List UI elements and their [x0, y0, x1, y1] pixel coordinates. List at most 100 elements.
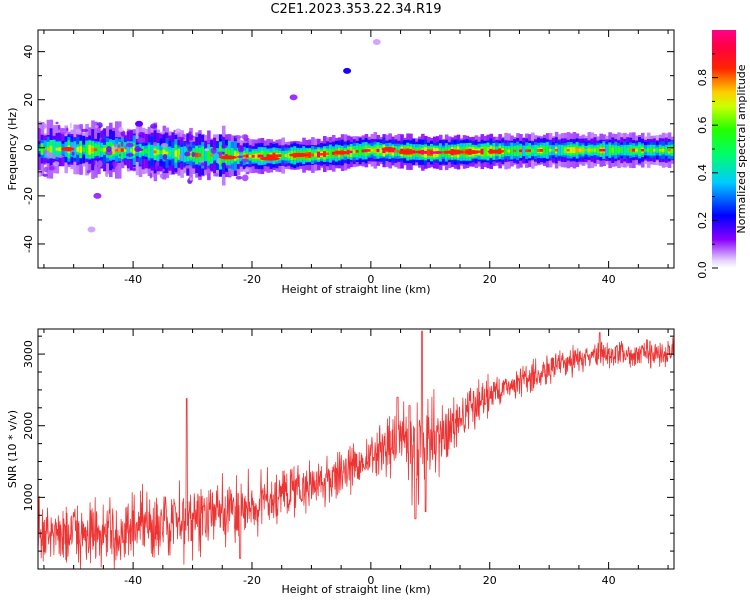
spectrogram-cell — [575, 147, 580, 153]
spectrogram-cell — [424, 150, 428, 154]
spectrogram-noise-blob — [235, 175, 243, 180]
spectrogram-noise-blob — [48, 165, 55, 171]
spectrogram-cell — [242, 154, 247, 158]
spectrogram-cell — [150, 144, 155, 159]
spectrogram-noise-blob — [185, 143, 190, 147]
spectrogram-cell — [79, 146, 83, 153]
spectrogram-hotspot — [61, 147, 75, 151]
spectrogram-noise-blob — [118, 154, 121, 157]
spectrogram-cell — [429, 151, 434, 155]
spectrogram-noise-blob — [43, 166, 49, 173]
spectrogram-cell — [266, 154, 271, 158]
spectrogram-cell — [376, 148, 381, 152]
colorbar-tick-label: 0.6 — [696, 116, 709, 134]
spectrogram-cell — [596, 147, 601, 154]
x-tick-label: 0 — [367, 273, 374, 286]
spectrogram-cell — [614, 145, 618, 155]
spectrogram-cell — [483, 145, 488, 158]
spectrogram-cell — [661, 148, 666, 152]
spectrogram-feature — [93, 192, 102, 199]
spectrogram-cell — [646, 148, 651, 152]
spectrogram-noise-blob — [179, 154, 182, 160]
spectrogram-x-label: Height of straight line (km) — [281, 283, 430, 296]
spectrogram-cell — [201, 146, 205, 165]
spectrogram-noise-blob — [221, 162, 227, 168]
spectrogram-noise-blob — [221, 144, 228, 149]
spectrogram-panel: -40 -20 0 20 40 -40 -20 0 20 40 Height of straigh… — [6, 29, 675, 296]
spectrogram-noise-blob — [38, 122, 47, 130]
spectrogram-cell — [204, 149, 208, 162]
y-tick-label: 2000 — [22, 412, 35, 440]
spectrogram-noise-blob — [234, 134, 242, 139]
x-tick-label: -40 — [124, 273, 142, 286]
spectrogram-cell — [355, 150, 360, 153]
spectrogram-noise-blob — [120, 140, 124, 148]
spectrogram-cell — [632, 148, 636, 152]
spectrogram-cell — [49, 145, 54, 153]
spectrogram-cell — [346, 150, 351, 154]
spectrogram-cell — [257, 154, 262, 158]
spectrogram-cell — [593, 148, 598, 152]
spectrogram-cell — [531, 149, 535, 152]
chart-title: C2E1.2023.353.22.34.R19 — [270, 2, 441, 17]
spectrogram-noise-blob — [56, 154, 65, 158]
spectrogram-noise-blob — [71, 151, 75, 156]
spectrogram-cell — [38, 146, 42, 152]
spectrogram-cell — [352, 150, 357, 154]
spectrogram-cell — [361, 149, 366, 153]
spectrogram-cell — [177, 148, 181, 159]
spectrogram-cell — [581, 148, 586, 152]
spectrogram-cell — [373, 149, 378, 152]
spectrogram-x-ticks: -40 -20 0 20 40 -40 -20 0 20 40 — [22, 30, 674, 286]
spectrogram-cell — [382, 149, 387, 153]
spectrogram-noise-blob — [220, 135, 224, 140]
snr-x-ticks: -40 -20 0 20 40 1000 2000 3000 — [22, 329, 674, 587]
spectrogram-noise-blob — [112, 161, 118, 167]
spectrogram-cell — [221, 152, 226, 159]
spectrogram-cell — [162, 149, 167, 156]
spectrogram-cell — [516, 145, 520, 157]
spectrogram-noise-blob — [104, 170, 109, 178]
spectrogram-cell — [602, 148, 606, 152]
spectrogram-cell — [323, 151, 327, 157]
spectrogram-noise-blob — [118, 127, 124, 133]
spectrogram-cell — [284, 154, 288, 158]
spectrogram-noise-blob — [217, 157, 220, 165]
spectrogram-noise-blob — [159, 172, 168, 179]
spectrogram-cell — [418, 150, 422, 154]
spectrogram-hotspot — [333, 150, 349, 155]
y-tick-label: 20 — [22, 93, 35, 107]
spectrogram-cell — [94, 148, 98, 152]
spectrogram-noise-blob — [126, 130, 132, 136]
spectrogram-cell — [569, 147, 574, 154]
spectrogram-cell — [655, 148, 660, 152]
spectrogram-cell — [141, 146, 146, 155]
y-tick-label: -20 — [22, 187, 35, 205]
spectrogram-cell — [658, 149, 663, 152]
spectrogram-cell — [638, 144, 642, 156]
spectrogram-noise-blob — [92, 159, 96, 166]
spectrogram-noise-blob — [96, 160, 103, 168]
spectrogram-noise-blob — [162, 154, 168, 160]
spectrogram-cell — [566, 149, 571, 152]
spectrogram-noise-blob — [222, 151, 225, 155]
spectrogram-cell — [82, 147, 86, 152]
spectrogram-cell — [76, 147, 80, 152]
spectrogram-cell — [563, 147, 568, 153]
spectrogram-noise-blob — [160, 142, 169, 148]
spectrogram-noise-blob — [177, 136, 185, 140]
spectrogram-cell — [548, 148, 553, 152]
spectrogram-cell — [171, 148, 176, 159]
colorbar-gradient — [712, 30, 736, 268]
spectrogram-cell — [441, 151, 446, 154]
spectrogram-cell — [554, 148, 559, 152]
x-tick-label: 20 — [483, 574, 497, 587]
spectrogram-hotspot — [259, 156, 280, 161]
spectrogram-cell — [578, 148, 583, 152]
spectrogram-noise-blob — [55, 121, 59, 125]
spectrogram-cell — [52, 139, 57, 159]
spectrogram-cell — [251, 154, 256, 158]
spectrogram-hotspot — [219, 155, 237, 160]
spectrogram-cell — [623, 145, 627, 156]
colorbar-ticks: 0.0 0.2 0.4 0.6 0.8 — [696, 53, 718, 279]
